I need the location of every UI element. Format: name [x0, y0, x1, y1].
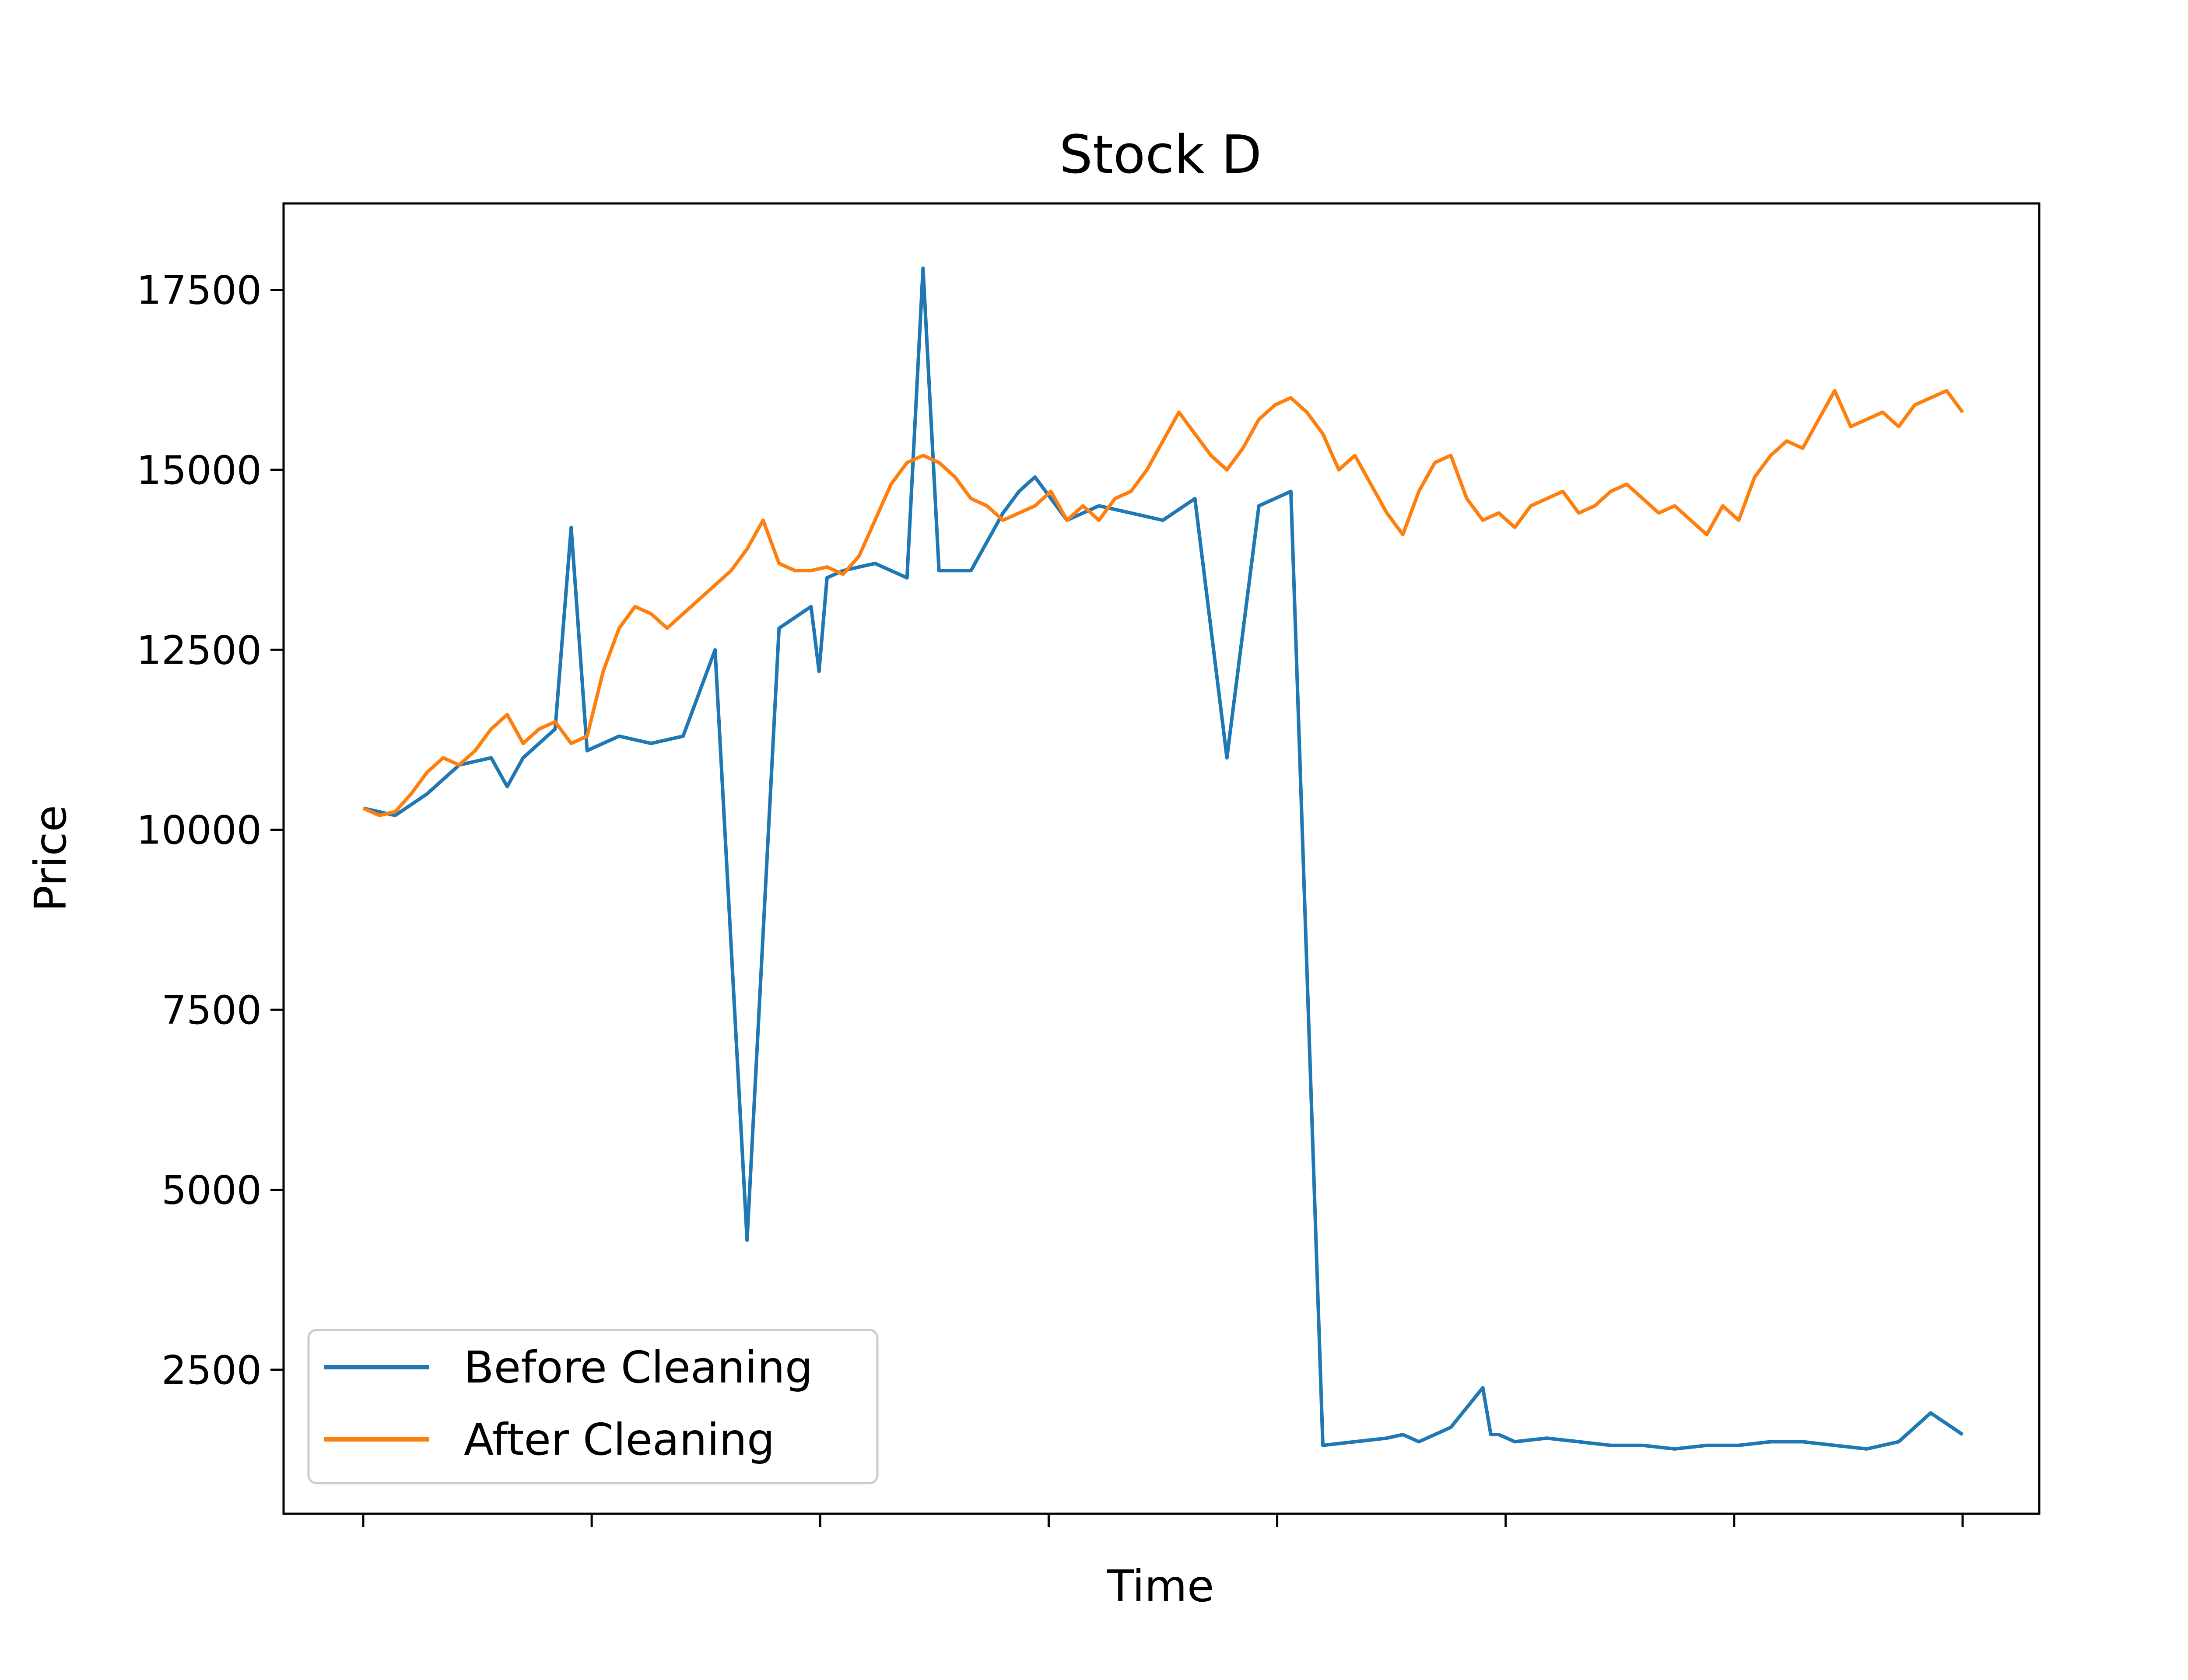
- series-line-before-cleaning: [363, 266, 1964, 1451]
- legend-box: [307, 1329, 879, 1484]
- y-tick-label: 15000: [137, 448, 262, 494]
- x-axis: [362, 1514, 1964, 1527]
- y-axis-label: Price: [25, 805, 76, 912]
- y-tick-label: 5000: [161, 1167, 262, 1213]
- x-axis-label: Time: [1107, 1561, 1214, 1612]
- y-axis: 2500 5000 7500 10000 12500 15000 17500: [137, 267, 284, 1393]
- legend-label-before-cleaning: Before Cleaning: [464, 1342, 813, 1393]
- y-tick-label: 10000: [137, 808, 262, 854]
- series-line-after-cleaning: [362, 388, 1964, 817]
- y-tick-label: 2500: [161, 1348, 262, 1393]
- y-tick-label: 12500: [137, 627, 262, 673]
- series-layer: [362, 266, 1964, 1451]
- legend: Before Cleaning After Cleaning: [307, 1329, 879, 1484]
- y-tick-label: 7500: [161, 987, 262, 1033]
- plot-frame: [282, 202, 2041, 1515]
- chart-title: Stock D: [1059, 125, 1262, 186]
- legend-label-after-cleaning: After Cleaning: [464, 1414, 775, 1465]
- y-tick-label: 17500: [137, 267, 262, 313]
